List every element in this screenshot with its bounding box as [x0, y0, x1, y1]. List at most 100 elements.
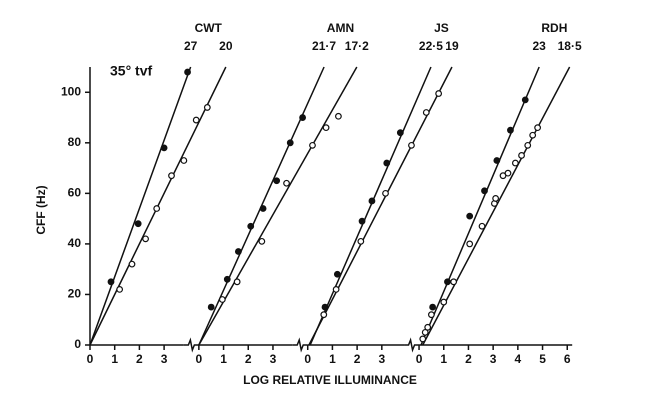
filled-point	[234, 248, 242, 255]
filled-point	[481, 187, 488, 195]
open-point	[168, 172, 175, 180]
x-tick-label: 0	[304, 352, 311, 366]
axis-break	[292, 337, 308, 353]
filled-point	[286, 139, 294, 147]
filled-point	[333, 270, 341, 278]
x-tick-label: 4	[515, 352, 522, 366]
open-point	[335, 112, 342, 120]
open-point	[450, 278, 458, 286]
y-tick-label: 20	[68, 287, 82, 301]
filled-point	[184, 68, 191, 76]
y-tick-label: 100	[61, 84, 81, 98]
filled-point	[444, 278, 451, 286]
x-tick-label: 0	[196, 352, 203, 366]
open-point	[428, 311, 435, 319]
annotation: 35° tvf	[110, 63, 153, 79]
open-point	[529, 131, 537, 139]
slope-label: 21·7	[312, 39, 336, 53]
subject-label: RDH	[541, 21, 567, 35]
filled-point	[396, 129, 404, 137]
open-point	[309, 141, 316, 149]
open-point	[504, 169, 512, 177]
x-tick-label: 6	[564, 352, 571, 366]
y-tick-label: 80	[68, 135, 82, 149]
slope-label: 23	[532, 39, 546, 53]
x-tick-label: 3	[490, 352, 497, 366]
x-tick-label: 1	[440, 352, 447, 366]
y-tick-label: 0	[74, 337, 81, 351]
open-point	[382, 189, 389, 197]
open-point	[524, 141, 532, 149]
x-tick-label: 5	[539, 352, 546, 366]
fit-line	[308, 66, 453, 346]
open-point	[116, 286, 124, 293]
fit-line	[309, 66, 432, 346]
subject-label: JS	[434, 21, 449, 35]
fit-line	[89, 66, 192, 346]
x-tick-label: 1	[329, 352, 336, 366]
filled-point	[507, 126, 514, 134]
subject-label: CWT	[195, 21, 223, 35]
open-point	[511, 159, 519, 167]
x-tick-label: 0	[87, 352, 94, 366]
open-point	[424, 323, 432, 331]
filled-point	[207, 303, 215, 311]
filled-point	[429, 303, 437, 311]
x-tick-label: 2	[465, 352, 472, 366]
filled-point	[383, 159, 391, 167]
open-point	[233, 278, 241, 286]
x-tick-label: 2	[245, 352, 252, 366]
slope-label: 17·2	[345, 39, 369, 53]
open-point	[492, 195, 500, 202]
open-point	[283, 179, 290, 187]
filled-point	[134, 220, 142, 228]
filled-point	[466, 212, 474, 220]
filled-point	[493, 157, 501, 164]
filled-point	[223, 275, 231, 283]
slope-label: 22·5	[419, 39, 443, 53]
filled-point	[358, 217, 366, 225]
x-tick-label: 0	[416, 352, 423, 366]
open-point	[440, 298, 448, 306]
y-tick-label: 60	[68, 186, 82, 200]
axis-break	[404, 337, 420, 353]
filled-point	[107, 278, 115, 286]
open-point	[435, 90, 443, 97]
x-tick-label: 2	[354, 352, 361, 366]
x-tick-label: 3	[378, 352, 385, 366]
open-point	[180, 157, 188, 164]
filled-point	[521, 96, 529, 104]
filled-point	[368, 197, 376, 205]
filled-point	[160, 144, 168, 152]
open-point	[203, 104, 211, 111]
open-point	[218, 296, 226, 303]
open-point	[534, 124, 542, 132]
fit-line	[420, 66, 540, 346]
open-point	[478, 222, 486, 230]
x-tick-label: 3	[270, 352, 277, 366]
open-point	[332, 286, 340, 293]
filled-point	[273, 177, 281, 185]
x-tick-label: 1	[111, 352, 118, 366]
open-point	[258, 237, 266, 245]
open-point	[357, 237, 365, 245]
open-point	[320, 311, 328, 319]
axis-break	[183, 337, 199, 353]
filled-point	[247, 222, 255, 230]
x-tick-label: 3	[161, 352, 168, 366]
x-tick-label: 2	[136, 352, 143, 366]
open-point	[518, 152, 525, 159]
open-point	[153, 205, 161, 212]
open-point	[128, 260, 136, 268]
slope-label: 18·5	[558, 39, 582, 53]
open-point	[192, 116, 200, 124]
filled-point	[259, 205, 267, 212]
subject-label: AMN	[327, 21, 354, 35]
slope-label: 20	[219, 39, 233, 53]
open-point	[466, 240, 474, 248]
y-axis-label: CFF (Hz)	[34, 185, 48, 234]
x-tick-label: 1	[220, 352, 227, 366]
open-point	[408, 141, 415, 149]
open-point	[142, 235, 149, 243]
